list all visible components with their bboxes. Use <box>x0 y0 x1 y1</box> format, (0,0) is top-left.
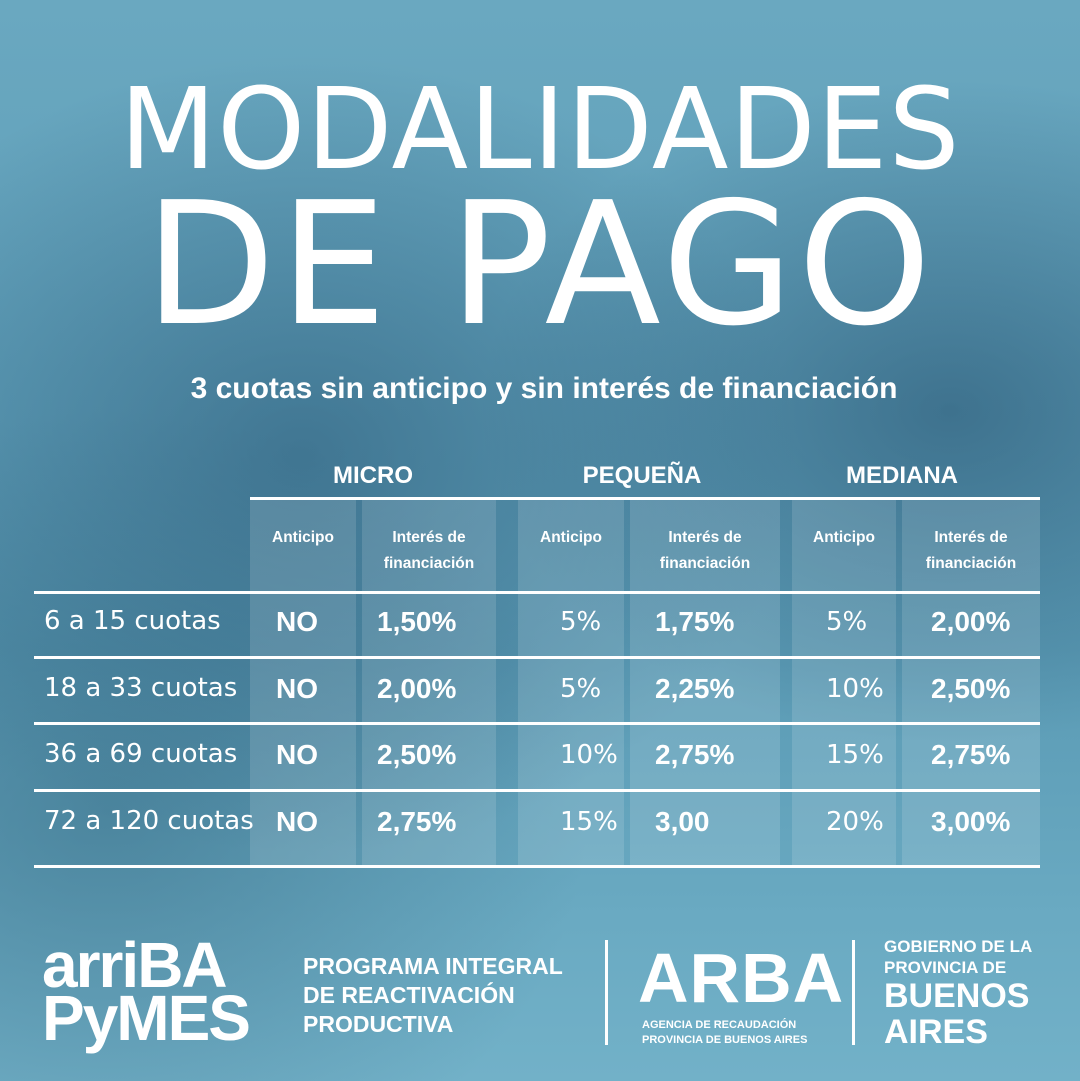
arba-sub-line2: PROVINCIA DE BUENOS AIRES <box>642 1034 808 1046</box>
cell-micro-anticipo: NO <box>276 606 318 637</box>
cell-micro-interes: 2,50% <box>377 739 457 770</box>
header-mediana-interes: Interés de financiación <box>902 525 1040 577</box>
footer-divider <box>852 940 855 1045</box>
shade-pequena-anticipo <box>518 500 624 868</box>
cell-micro-interes: 2,00% <box>377 673 457 704</box>
category-divider <box>250 497 1040 500</box>
shade-mediana-anticipo <box>792 500 896 868</box>
buenos-aires-text: BUENOS AIRES <box>884 978 1029 1050</box>
gob-line3: BUENOS <box>884 977 1030 1015</box>
cell-micro-anticipo: NO <box>276 806 318 837</box>
row-label: 36 a 69 cuotas <box>44 739 238 769</box>
gobierno-text: GOBIERNO DE LA PROVINCIA DE <box>884 936 1032 978</box>
cell-pequena-interes: 2,25% <box>655 673 735 704</box>
header-interes-line1: Interés de <box>392 529 466 546</box>
table-rule <box>34 591 1040 594</box>
cell-mediana-anticipo: 10% <box>826 674 884 704</box>
shade-micro-interes <box>362 500 496 868</box>
arriba-pymes-logo-line1: arriBA <box>42 929 228 1001</box>
header-pequena-interes: Interés de financiación <box>630 525 780 577</box>
cell-mediana-anticipo: 15% <box>826 740 884 770</box>
header-mediana-anticipo: Anticipo <box>792 525 896 551</box>
gob-line1: GOBIERNO DE LA <box>884 937 1033 956</box>
cell-mediana-interes: 2,75% <box>931 739 1011 770</box>
cell-pequena-interes: 1,75% <box>655 606 735 637</box>
cell-micro-anticipo: NO <box>276 673 318 704</box>
cell-micro-interes: 1,50% <box>377 606 457 637</box>
title-line1: MODALIDADES <box>119 65 961 195</box>
cell-pequena-anticipo: 5% <box>560 607 602 637</box>
footer-divider <box>605 940 608 1045</box>
cell-pequena-interes: 2,75% <box>655 739 735 770</box>
gob-line2: PROVINCIA DE <box>884 958 1007 977</box>
table-rule <box>34 722 1040 725</box>
cell-mediana-interes: 3,00% <box>931 806 1011 837</box>
header-interes-line2: financiación <box>659 555 751 572</box>
table-rule <box>34 789 1040 792</box>
header-anticipo-label: Anticipo <box>540 529 602 546</box>
row-label: 72 a 120 cuotas <box>44 806 254 836</box>
shade-micro-anticipo <box>250 500 356 868</box>
header-interes-line2: financiación <box>383 555 475 572</box>
category-pequena: PEQUEÑA <box>582 462 702 489</box>
arriba-pymes-logo-line2: PyMES <box>42 982 251 1054</box>
arba-subtitle: AGENCIA DE RECAUDACIÓN PROVINCIA DE BUEN… <box>642 1018 807 1048</box>
header-interes-line2: financiación <box>925 555 1017 572</box>
shade-mediana-interes <box>902 500 1040 868</box>
programa-line2: DE REACTIVACIÓN <box>303 982 515 1008</box>
arba-sub-line1: AGENCIA DE RECAUDACIÓN <box>642 1019 797 1031</box>
cell-micro-anticipo: NO <box>276 739 318 770</box>
arba-logo: ARBA <box>638 939 845 1017</box>
header-interes-line1: Interés de <box>934 529 1008 546</box>
programa-line3: PRODUCTIVA <box>303 1011 454 1037</box>
category-mediana: MEDIANA <box>846 462 958 489</box>
programa-text: PROGRAMA INTEGRAL DE REACTIVACIÓN PRODUC… <box>303 952 563 1039</box>
shade-pequena-interes <box>630 500 780 868</box>
cell-mediana-anticipo: 20% <box>826 807 884 837</box>
header-micro-anticipo: Anticipo <box>250 525 356 551</box>
header-interes-line1: Interés de <box>668 529 742 546</box>
category-micro: MICRO <box>333 462 413 489</box>
cell-mediana-interes: 2,00% <box>931 606 1011 637</box>
gob-line4: AIRES <box>884 1013 988 1051</box>
table-rule <box>34 865 1040 868</box>
cell-pequena-anticipo: 15% <box>560 807 618 837</box>
cell-pequena-anticipo: 5% <box>560 674 602 704</box>
row-label: 6 a 15 cuotas <box>44 606 221 636</box>
header-pequena-anticipo: Anticipo <box>518 525 624 551</box>
subtitle: 3 cuotas sin anticipo y sin interés de f… <box>190 372 898 405</box>
cell-mediana-interes: 2,50% <box>931 673 1011 704</box>
header-micro-interes: Interés de financiación <box>362 525 496 577</box>
header-anticipo-label: Anticipo <box>813 529 875 546</box>
programa-line1: PROGRAMA INTEGRAL <box>303 953 563 979</box>
header-anticipo-label: Anticipo <box>272 529 334 546</box>
table-rule <box>34 656 1040 659</box>
cell-pequena-interes: 3,00 <box>655 806 710 837</box>
cell-micro-interes: 2,75% <box>377 806 457 837</box>
cell-mediana-anticipo: 5% <box>826 607 868 637</box>
title-line2: DE PAGO <box>144 166 936 364</box>
row-label: 18 a 33 cuotas <box>44 673 238 703</box>
cell-pequena-anticipo: 10% <box>560 740 618 770</box>
